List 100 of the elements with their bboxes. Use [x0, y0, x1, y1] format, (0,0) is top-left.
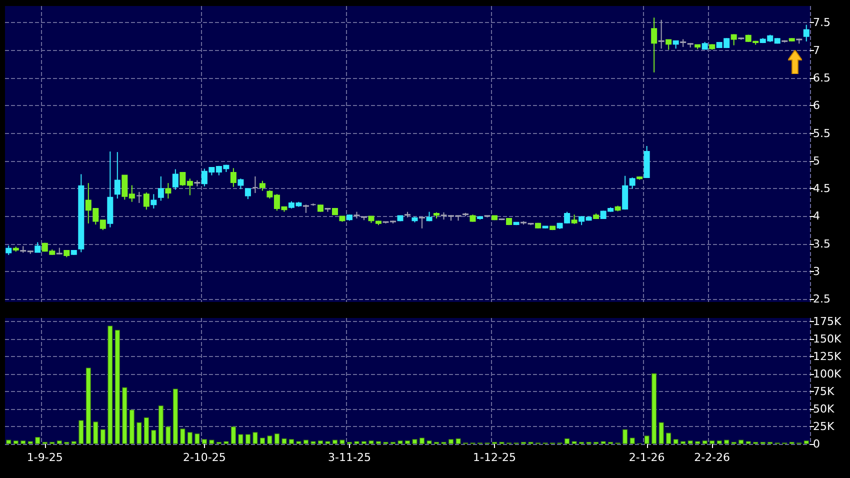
bar — [405, 440, 410, 444]
bar — [340, 440, 345, 444]
x-tick-label: 2-10-25 — [182, 451, 226, 464]
bar — [260, 438, 265, 444]
candlestick — [658, 19, 664, 50]
candlestick — [244, 188, 251, 200]
bar — [564, 438, 570, 444]
bar — [202, 439, 207, 444]
bar — [194, 434, 200, 444]
bar — [114, 330, 120, 444]
candlestick — [34, 242, 41, 253]
bar — [420, 438, 425, 444]
bar — [13, 440, 18, 444]
y-tick-label: 175K — [813, 315, 842, 328]
y-tick-label: 5.5 — [813, 126, 830, 140]
bar — [688, 440, 693, 444]
bar — [600, 441, 606, 444]
y-tick-label: 7 — [813, 44, 820, 57]
y-tick-label: 2.5 — [813, 292, 830, 306]
y-tick-label: 100K — [813, 368, 842, 380]
candlestick — [419, 216, 426, 229]
bar — [20, 440, 26, 444]
y-tick-label: 4.5 — [813, 182, 830, 196]
bar — [448, 439, 454, 444]
candlestick — [114, 152, 120, 200]
y-tick-label: 6.5 — [813, 71, 830, 84]
bar — [325, 441, 330, 444]
bar — [426, 440, 432, 444]
bar — [180, 428, 186, 444]
bar — [282, 438, 287, 444]
bar — [644, 436, 650, 444]
bar — [368, 440, 374, 444]
candlestick — [666, 39, 672, 50]
bar — [716, 440, 722, 444]
y-tick-label: 125K — [813, 350, 842, 363]
candlestick — [165, 182, 172, 200]
bar — [151, 430, 156, 444]
bar — [412, 439, 418, 444]
bar — [724, 440, 730, 444]
bar — [209, 440, 214, 444]
bar — [35, 437, 40, 444]
bar — [144, 417, 149, 444]
bar — [354, 441, 360, 444]
bar — [129, 410, 134, 444]
bar — [71, 441, 76, 444]
candlestick — [158, 176, 164, 202]
y-tick-label: 150K — [813, 332, 842, 346]
bar — [318, 440, 323, 444]
candlestick — [571, 214, 578, 224]
bar — [622, 429, 628, 444]
bar — [172, 388, 178, 444]
x-tick-label: 2-2-26 — [694, 451, 730, 464]
bar — [288, 439, 294, 444]
bar — [332, 440, 338, 444]
bar — [78, 420, 84, 444]
bar — [245, 434, 250, 444]
bar — [710, 440, 715, 444]
candlestick — [730, 34, 737, 46]
bar — [376, 441, 381, 444]
bar — [666, 432, 672, 444]
bar — [652, 373, 657, 444]
bar — [158, 406, 164, 444]
bar — [746, 441, 751, 444]
bar — [6, 440, 12, 444]
y-tick-label: 25K — [813, 420, 835, 433]
x-tick-label: 3-11-25 — [328, 451, 371, 464]
bar — [166, 426, 171, 444]
bar — [108, 326, 113, 444]
bar — [122, 387, 128, 444]
bar — [398, 440, 403, 444]
x-tick-label: 1-12-25 — [473, 451, 516, 464]
candlestick — [252, 176, 258, 194]
bar — [267, 436, 272, 444]
bar — [804, 440, 809, 444]
candlestick — [172, 168, 178, 190]
y-tick-label: 4 — [813, 210, 820, 223]
bar — [456, 438, 461, 444]
bar — [230, 426, 236, 444]
y-tick-label: 50K — [813, 402, 835, 416]
bar — [100, 429, 106, 444]
bar — [136, 422, 142, 444]
bar — [274, 434, 280, 444]
bar — [702, 440, 708, 444]
y-tick-label: 5 — [813, 154, 820, 168]
candlestick — [136, 191, 142, 204]
y-tick-label: 0 — [813, 438, 820, 450]
candlestick — [238, 178, 244, 190]
bar — [296, 441, 302, 444]
bar — [224, 441, 229, 444]
bar — [673, 439, 678, 444]
y-tick-label: 3 — [813, 265, 820, 278]
x-tick-label: 1-9-25 — [26, 451, 63, 464]
bar — [680, 441, 686, 444]
bar — [630, 438, 635, 444]
bar — [658, 422, 664, 444]
candlestick — [259, 180, 266, 192]
bar — [572, 441, 577, 444]
x-tick-label: 2-1-26 — [628, 451, 665, 464]
bar — [361, 441, 366, 444]
candlestick — [6, 245, 12, 256]
